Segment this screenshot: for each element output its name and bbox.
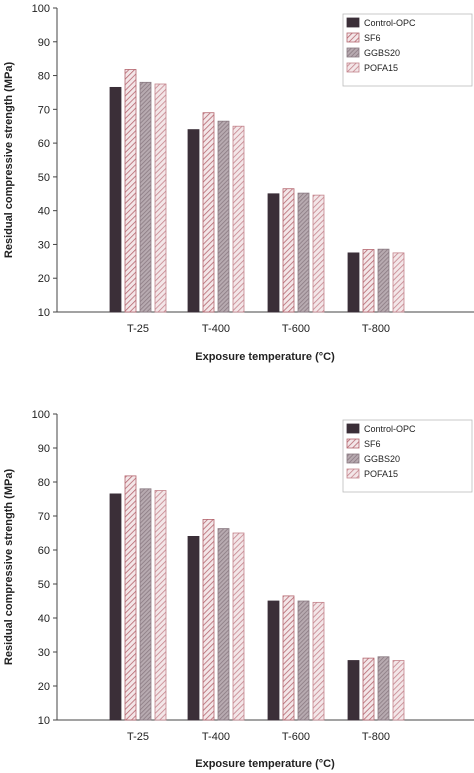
x-tick-label: T-400 [202,731,230,743]
y-tick-label: 100 [32,409,50,421]
bar-pofa15-t-800 [392,660,405,721]
legend-swatch [346,17,360,28]
legend-swatch [346,47,360,58]
x-tick-label: T-25 [127,731,149,743]
y-axis-title: Residual compressive strength (MPa) [3,469,15,666]
y-tick-label: 100 [32,3,50,15]
bar-control-opc-t-25 [109,86,122,313]
legend-label: GGBS20 [364,454,400,464]
y-tick-label: 10 [38,307,50,319]
bar-control-opc-t-600 [267,193,280,313]
x-tick-label: T-600 [282,323,310,335]
y-tick-label: 70 [38,104,50,116]
bar-ggbs20-t-600 [297,600,310,721]
bar-control-opc-t-400 [187,535,200,721]
x-axis-title: Exposure temperature (°C) [195,758,335,770]
y-tick-label: 60 [38,545,50,557]
bar-sf6-t-400 [202,112,215,313]
y-tick-label: 30 [38,239,50,251]
y-tick-label: 30 [38,647,50,659]
y-tick-label: 10 [38,715,50,727]
y-tick-label: 50 [38,579,50,591]
x-tick-label: T-400 [202,323,230,335]
y-tick-label: 90 [38,37,50,49]
bar-chart-top: 10 20 30 40 50 60 70 80 90 100 T-25 T-400 T-600 T-800… [3,3,474,363]
x-tick-label: T-800 [362,323,390,335]
bar-control-opc-t-400 [187,129,200,313]
bar-pofa15-t-400 [232,532,245,721]
y-tick-label: 80 [38,477,50,489]
legend-swatch [346,453,360,464]
bar-ggbs20-t-25 [139,488,152,721]
chart-panel-top: 10 20 30 40 50 60 70 80 90 100 T-25 T-400 T-600 T-800… [3,3,474,363]
legend-label: Control-OPC [364,424,416,434]
legend-swatch [346,62,360,73]
bar-pofa15-t-400 [232,125,245,313]
y-axis-title: Residual compressive strength (MPa) [3,62,15,259]
bar-pofa15-t-25 [154,490,167,721]
x-tick-label: T-600 [282,731,310,743]
bar-control-opc-t-600 [267,600,280,721]
bar-ggbs20-t-400 [217,120,230,313]
bar-sf6-t-800 [362,249,375,313]
bar-sf6-t-400 [202,519,215,721]
legend-label: SF6 [364,33,381,43]
bar-sf6-t-25 [124,69,137,313]
chart-panel-bottom: 10 20 30 40 50 60 70 80 90 100 T-25 T-400 T-600 T-800… [0,404,474,773]
bar-pofa15-t-800 [392,252,405,313]
bar-pofa15-t-600 [312,194,325,313]
legend-label: SF6 [364,439,381,449]
x-tick-label: T-25 [127,323,149,335]
y-tick-label: 20 [38,273,50,285]
bar-sf6-t-25 [124,475,137,721]
bar-control-opc-t-25 [109,493,122,721]
x-tick-label: T-800 [362,731,390,743]
y-tick-label: 20 [38,681,50,693]
bar-chart-bottom: 10 20 30 40 50 60 70 80 90 100 T-25 T-400 T-600 T-800… [3,409,474,770]
bar-control-opc-t-800 [347,660,360,721]
legend-swatch [346,468,360,479]
bar-ggbs20-t-600 [297,192,310,313]
legend-box [342,419,473,493]
bar-sf6-t-800 [362,657,375,721]
y-tick-label: 90 [38,443,50,455]
bar-control-opc-t-800 [347,252,360,313]
legend-swatch [346,32,360,43]
legend-label: Control-OPC [364,18,416,28]
y-tick-label: 80 [38,71,50,83]
legend-box [342,13,473,87]
legend-swatch [346,438,360,449]
legend-swatch [346,423,360,434]
y-tick-label: 50 [38,172,50,184]
bar-ggbs20-t-800 [377,656,390,721]
bar-pofa15-t-25 [154,83,167,313]
legend-label: POFA15 [364,63,398,73]
x-axis-title: Exposure temperature (°C) [195,351,335,363]
legend-label: POFA15 [364,469,398,479]
y-tick-label: 40 [38,206,50,218]
bar-ggbs20-t-400 [217,528,230,721]
y-tick-label: 40 [38,613,50,625]
bar-sf6-t-600 [282,595,295,721]
y-tick-label: 60 [38,138,50,150]
bar-sf6-t-600 [282,188,295,313]
bar-ggbs20-t-25 [139,81,152,313]
bar-ggbs20-t-800 [377,248,390,313]
bar-pofa15-t-600 [312,601,325,721]
y-tick-label: 70 [38,511,50,523]
legend-label: GGBS20 [364,48,400,58]
